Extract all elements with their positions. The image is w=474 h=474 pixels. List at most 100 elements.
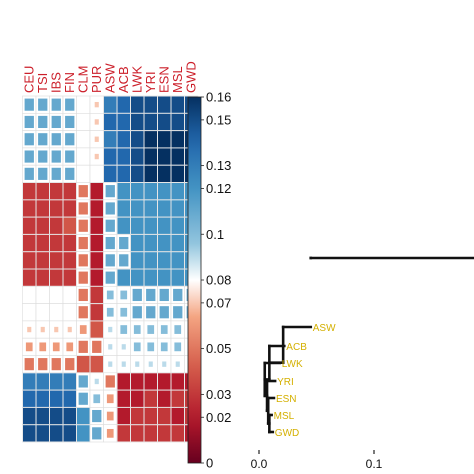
- heatmap-cell: [158, 113, 171, 131]
- heatmap-cell: [131, 96, 144, 113]
- heatmap-cell: [105, 236, 115, 250]
- heatmap-cell: [23, 390, 36, 407]
- heatmap-cell: [63, 269, 76, 286]
- heatmap-cell: [50, 373, 63, 390]
- heatmap-cell: [119, 254, 129, 267]
- heatmap-cell: [23, 200, 36, 217]
- column-label-fin: FIN: [62, 72, 77, 93]
- heatmap-cell: [92, 427, 102, 440]
- heatmap-cell: [158, 390, 171, 407]
- heatmap-cell: [24, 115, 34, 129]
- heatmap-cell: [78, 288, 88, 302]
- heatmap-cell: [106, 307, 114, 317]
- heatmap-cell: [65, 150, 75, 163]
- leaf-label-gwd: GWD: [275, 428, 299, 439]
- heatmap-cell: [147, 325, 155, 334]
- heatmap-cell: [104, 131, 117, 148]
- heatmap-cell: [117, 148, 130, 165]
- heatmap-cell: [78, 236, 88, 250]
- heatmap-cell: [131, 113, 144, 131]
- heatmap-cell: [38, 167, 48, 180]
- colorbar-tick-label: 0.08: [206, 273, 231, 288]
- heatmap-cell: [171, 407, 184, 425]
- heatmap-cell: [23, 407, 36, 425]
- heatmap-cell: [131, 252, 144, 269]
- heatmap-cell: [63, 252, 76, 269]
- heatmap-cell: [51, 133, 61, 146]
- heatmap-cell: [171, 269, 184, 286]
- heatmap-cell: [94, 153, 99, 160]
- heatmap-cell: [40, 326, 45, 333]
- heatmap-cell: [65, 98, 75, 111]
- heatmap-cell: [158, 252, 171, 269]
- heatmap-cell: [69, 293, 71, 296]
- heatmap-cell: [158, 96, 171, 113]
- heatmap-cell: [158, 200, 171, 217]
- heatmap-cell: [67, 326, 72, 333]
- column-label-ibs: IBS: [48, 72, 63, 93]
- heatmap-cell: [36, 217, 49, 234]
- heatmap-cell: [171, 200, 184, 217]
- heatmap-cell: [65, 358, 75, 371]
- heatmap-cell: [144, 390, 157, 407]
- heatmap-cell: [144, 148, 157, 165]
- heatmap-cell: [94, 136, 99, 142]
- heatmap-cell: [104, 113, 117, 131]
- heatmap-cell: [173, 288, 183, 302]
- heatmap-cell: [77, 425, 90, 442]
- heatmap-cell: [63, 234, 76, 252]
- heatmap-cell: [36, 269, 49, 286]
- column-label-esn: ESN: [156, 66, 171, 93]
- heatmap-cell: [82, 120, 84, 123]
- heatmap-cell: [158, 165, 171, 182]
- heatmap-cell: [158, 131, 171, 148]
- heatmap-cell: [132, 306, 142, 319]
- colorbar-tick-label: 0.02: [206, 410, 231, 425]
- heatmap-cell: [50, 390, 63, 407]
- x-axis-tick-label: 0.0: [251, 457, 268, 471]
- leaf-label-acb: ACB: [286, 342, 307, 353]
- heatmap-cell: [78, 271, 88, 284]
- heatmap-cell: [132, 288, 142, 302]
- colorbar-tick-label: 0: [206, 456, 213, 471]
- heatmap-cell: [117, 217, 130, 234]
- heatmap-cell: [63, 183, 76, 200]
- heatmap-cell: [119, 236, 129, 250]
- heatmap-cell: [159, 306, 169, 319]
- heatmap-cell: [144, 234, 157, 252]
- heatmap-cell: [23, 234, 36, 252]
- heatmap-cell: [162, 361, 167, 367]
- heatmap-cell: [24, 150, 34, 163]
- heatmap-cell: [50, 407, 63, 425]
- heatmap-cell: [65, 167, 75, 180]
- heatmap-cell: [36, 234, 49, 252]
- heatmap-cell: [94, 119, 99, 125]
- heatmap-cell: [117, 183, 130, 200]
- dendrogram: ASW ACB LWK YRI ESN MSL GWD 0.0 0.1: [251, 256, 474, 471]
- heatmap-cell: [23, 373, 36, 390]
- heatmap-cell: [131, 390, 144, 407]
- heatmap-cell: [105, 185, 115, 198]
- heatmap-cell: [131, 183, 144, 200]
- heatmap-cell: [50, 200, 63, 217]
- heatmap-cell: [24, 167, 34, 180]
- leaf-label-esn: ESN: [276, 394, 297, 405]
- heatmap-cell: [38, 150, 48, 163]
- heatmap-cell: [90, 234, 103, 252]
- heatmap-cell: [36, 373, 49, 390]
- heatmap-cell: [144, 113, 157, 131]
- heatmap-cell: [90, 304, 103, 321]
- heatmap-cell: [90, 269, 103, 286]
- heatmap-cell: [147, 342, 155, 352]
- heatmap-cell: [144, 425, 157, 442]
- heatmap-cell: [50, 425, 63, 442]
- heatmap-cell: [90, 217, 103, 234]
- column-label-clm: CLM: [75, 66, 90, 93]
- heatmap-cell: [174, 325, 182, 334]
- heatmap-cell: [171, 234, 184, 252]
- heatmap-cell: [92, 340, 102, 353]
- heatmap-cell: [158, 269, 171, 286]
- heatmap-cell: [117, 165, 130, 182]
- heatmap-cell: [78, 375, 88, 388]
